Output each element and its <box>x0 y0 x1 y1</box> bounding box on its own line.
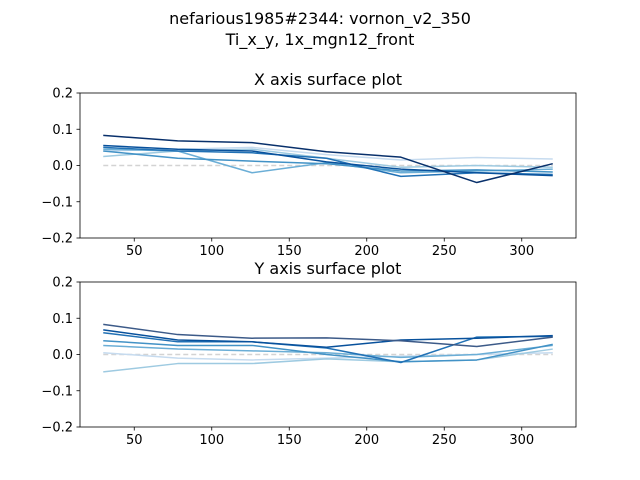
y-tick-label: 0.2 <box>52 87 73 102</box>
x-tick-label: 200 <box>354 244 379 259</box>
series-line-6 <box>103 144 553 177</box>
series-line-7 <box>103 134 553 184</box>
y-tick-label: 0.2 <box>52 276 73 291</box>
y-tick-label: 0.1 <box>52 123 73 138</box>
series-line-7 <box>103 323 553 348</box>
y-tick-label: −0.2 <box>41 232 73 247</box>
x-tick-label: 50 <box>126 433 143 448</box>
panel-title: Y axis surface plot <box>254 259 402 278</box>
x-tick-label: 150 <box>277 244 302 259</box>
series-group <box>103 323 553 373</box>
x-tick-label: 250 <box>432 244 457 259</box>
x-tick-label: 150 <box>277 433 302 448</box>
y-tick-label: 0.0 <box>52 159 73 174</box>
x-tick-label: 100 <box>199 433 224 448</box>
y-tick-label: 0.1 <box>52 312 73 327</box>
y-axis-surface-plot: Y axis surface plot 50 100 150 200 250 300 −0.2… <box>41 259 577 448</box>
y-tick-label: 0.0 <box>52 348 73 363</box>
x-axis-surface-plot: X axis surface plot 50 100 150 200 250 300 −0.2… <box>41 70 577 259</box>
y-tick-label: −0.1 <box>41 195 73 210</box>
suptitle-line1: nefarious1985#2344: vornon_v2_350 <box>169 9 471 29</box>
y-tick-label: −0.2 <box>41 421 73 436</box>
panel-title: X axis surface plot <box>254 70 402 89</box>
series-line-4 <box>103 150 553 173</box>
x-tick-label: 250 <box>432 433 457 448</box>
x-tick-label: 100 <box>199 244 224 259</box>
series-group <box>103 134 553 184</box>
y-tick-label: −0.1 <box>41 384 73 399</box>
x-tick-label: 200 <box>354 433 379 448</box>
series-line-4 <box>103 339 553 363</box>
x-tick-label: 300 <box>509 433 534 448</box>
series-line-6 <box>103 329 553 348</box>
series-line-3 <box>103 344 553 359</box>
x-tick-label: 300 <box>509 244 534 259</box>
suptitle-line2: Ti_x_y, 1x_mgn12_front <box>225 30 415 50</box>
x-tick-label: 50 <box>126 244 143 259</box>
